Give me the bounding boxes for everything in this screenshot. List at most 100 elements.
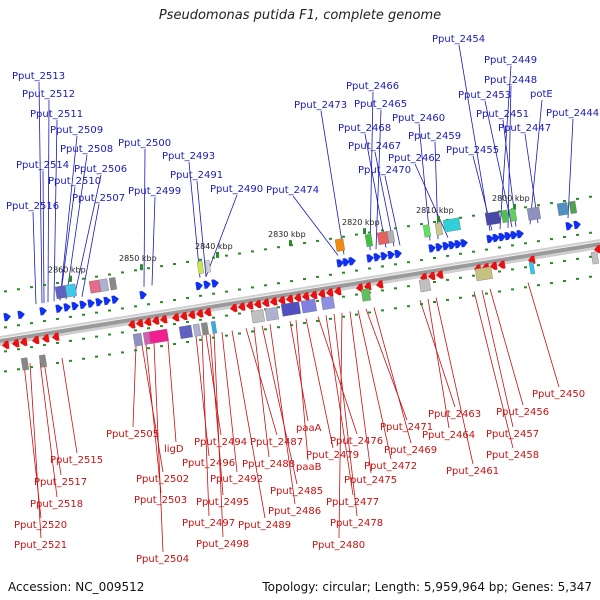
arrow-shape [366,254,374,263]
forward-gene-arrow [336,259,344,268]
gene-product-box [418,278,432,293]
arrow-shape [20,337,28,347]
gene-label: Pput_2475 [344,475,397,486]
gene-label: paaB [296,462,322,473]
track-dot [56,361,59,364]
track-dot [160,345,163,348]
gene-label: Pput_2506 [74,164,127,175]
arrow-shape [498,232,506,242]
gene-label: Pput_2507 [72,193,125,204]
gene-label: Pput_2455 [446,145,499,156]
forward-gene-arrow [195,281,203,291]
forward-gene-arrow [3,312,11,322]
arrow-shape [63,303,71,312]
gene-product-box [386,230,396,244]
track-dot [30,366,33,369]
box-shape [64,283,78,298]
forward-gene-arrow [87,299,95,308]
forward-gene-arrow [454,240,462,249]
arrow-shape [428,244,436,253]
gene-product-box [360,288,372,302]
box-shape [178,324,193,339]
leader-line [292,195,339,256]
gene-product-box [280,301,301,317]
track-dot [147,327,150,330]
arrow-shape [318,289,326,298]
leader-line [209,334,224,496]
leader-line [507,85,512,228]
track-dot [277,246,280,249]
gene-label: Pput_2461 [446,466,499,477]
reverse-gene-arrow [42,334,50,343]
gene-product-box [148,328,169,344]
track-dot [82,277,85,280]
forward-gene-arrow [510,230,518,240]
box-shape [422,224,432,238]
gene-label: Pput_2474 [266,185,319,196]
leader-line [419,299,456,408]
arrow-shape [373,253,381,262]
leader-line [365,308,408,421]
track-dot [199,294,202,297]
track-dot [108,309,111,312]
track-dot [550,202,553,205]
forward-gene-arrow [55,304,63,313]
reverse-gene-arrow [144,317,152,326]
leader-line [65,154,88,300]
track-dot [433,256,436,259]
arrow-shape [460,239,468,248]
box-shape [264,306,279,322]
gene-product-box [508,208,518,222]
track-dot [56,317,59,320]
track-dot [368,231,371,234]
gene-product-box [556,202,570,216]
track-dot [472,250,475,253]
arrow-shape [254,299,262,309]
gene-label: Pput_2493 [162,151,215,162]
gene-label: Pput_2505 [106,429,159,440]
track-dot [498,246,501,249]
arrow-shape [204,307,212,317]
arrow-shape [195,281,203,291]
gene-label: Pput_2458 [486,450,539,461]
reverse-gene-arrow [160,315,168,324]
arrow-shape [294,293,302,302]
arrow-shape [246,301,254,310]
gene-label: Pput_2498 [196,539,249,550]
gene-product-box [334,238,346,252]
track-dot [251,250,254,253]
box-shape [280,301,301,317]
track-dot [459,296,462,299]
box-shape [192,323,202,337]
arrow-shape [364,282,372,291]
box-shape [484,211,501,226]
leader-line [205,334,222,436]
box-shape [300,298,317,314]
track-dot [212,256,215,259]
box-shape [334,238,346,252]
gene-label: Pput_2495 [196,497,249,508]
gene-product-box [178,324,193,339]
track-dot [511,288,514,291]
box-shape [434,222,444,236]
box-shape [98,278,110,292]
track-dot [459,252,462,255]
reverse-gene-arrow [270,297,278,306]
track-dot [563,279,566,282]
arrow-shape [230,303,238,313]
leader-line [320,110,345,255]
box-shape [376,231,390,245]
track-dot [394,227,397,230]
reverse-gene-arrow [2,340,10,349]
gene-product-box [568,200,578,214]
arrow-shape [486,234,494,244]
leader-line [473,291,514,449]
gene-label: Pput_2515 [50,455,103,466]
track-dot [134,349,137,352]
track-dot [550,238,553,241]
gene-product-box [376,231,390,245]
gene-product-box [528,261,536,275]
track-dot [355,313,358,316]
